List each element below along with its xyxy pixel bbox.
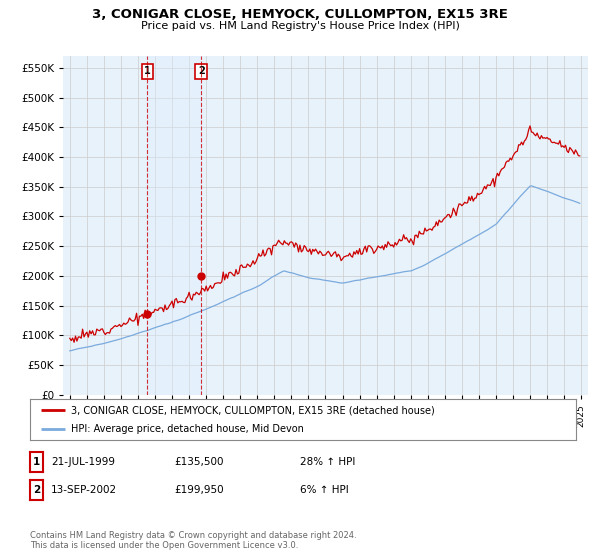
Text: 3, CONIGAR CLOSE, HEMYOCK, CULLOMPTON, EX15 3RE: 3, CONIGAR CLOSE, HEMYOCK, CULLOMPTON, E… [92,8,508,21]
Text: 1: 1 [33,457,40,467]
Text: Contains HM Land Registry data © Crown copyright and database right 2024.
This d: Contains HM Land Registry data © Crown c… [30,531,356,550]
Text: 21-JUL-1999: 21-JUL-1999 [51,457,115,467]
Text: 1: 1 [144,66,151,76]
Text: Price paid vs. HM Land Registry's House Price Index (HPI): Price paid vs. HM Land Registry's House … [140,21,460,31]
Text: 2: 2 [198,66,205,76]
Text: 6% ↑ HPI: 6% ↑ HPI [300,485,349,495]
Text: £135,500: £135,500 [174,457,223,467]
Text: 3, CONIGAR CLOSE, HEMYOCK, CULLOMPTON, EX15 3RE (detached house): 3, CONIGAR CLOSE, HEMYOCK, CULLOMPTON, E… [71,405,434,415]
Bar [148,56,201,395]
Text: 13-SEP-2002: 13-SEP-2002 [51,485,117,495]
Text: HPI: Average price, detached house, Mid Devon: HPI: Average price, detached house, Mid … [71,424,304,433]
Text: £199,950: £199,950 [174,485,224,495]
Text: 2: 2 [33,485,40,495]
Text: 28% ↑ HPI: 28% ↑ HPI [300,457,355,467]
